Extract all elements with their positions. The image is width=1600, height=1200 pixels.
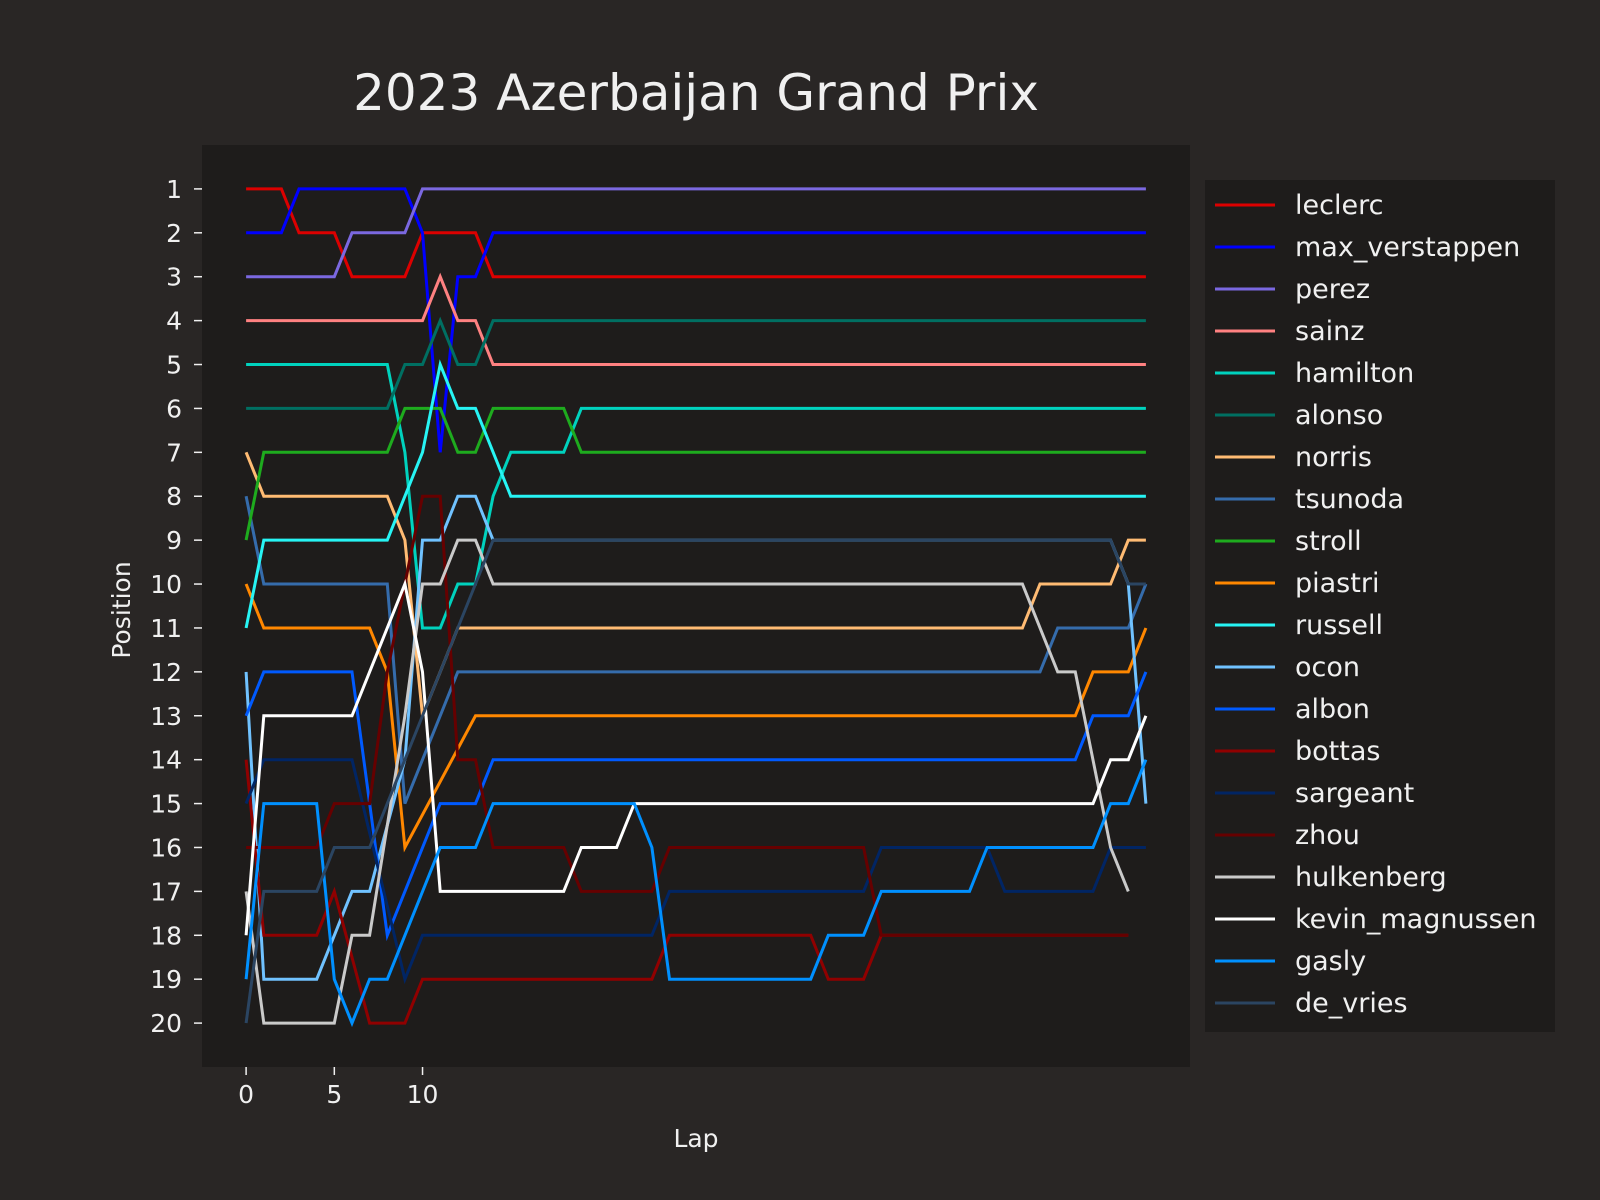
y-tick-label: 1: [166, 175, 182, 204]
legend-label: albon: [1295, 694, 1370, 725]
y-tick-label: 5: [166, 351, 182, 380]
series-line-albon: [244, 670, 1148, 942]
series-line-kevin-magnussen: [244, 578, 1148, 936]
series-line-perez: [246, 187, 1146, 279]
legend-item-perez: perez: [1215, 274, 1370, 305]
x-tick-label: 0: [238, 1080, 254, 1109]
x-axis-ticks: 0 5 10: [238, 1067, 438, 1109]
legend-label: tsunoda: [1295, 484, 1404, 515]
legend-label: gasly: [1295, 946, 1366, 977]
legend-label: kevin_magnussen: [1295, 904, 1536, 935]
legend-item-bottas: bottas: [1215, 736, 1380, 767]
series-line-hamilton: [246, 363, 1146, 630]
legend-item-sargeant: sargeant: [1215, 778, 1414, 809]
plot-area: [202, 145, 1190, 1067]
legend-item-ocon: ocon: [1215, 652, 1360, 683]
series-line-bottas: [244, 759, 1129, 1025]
legend-item-gasly: gasly: [1215, 946, 1366, 977]
y-tick-label: 17: [150, 877, 182, 906]
chart-title: 2023 Azerbaijan Grand Prix: [353, 64, 1039, 122]
y-tick-label: 15: [150, 790, 182, 819]
legend-item-zhou: zhou: [1215, 820, 1360, 851]
series-line-piastri: [244, 583, 1148, 853]
legend-label: bottas: [1295, 736, 1380, 767]
y-tick-label: 11: [150, 614, 182, 643]
legend-item-sainz: sainz: [1215, 316, 1364, 347]
x-axis-label: Lap: [673, 1124, 718, 1153]
legend-label: norris: [1295, 442, 1372, 473]
legend-item-kevin-magnussen: kevin_magnussen: [1215, 904, 1536, 935]
legend-label: perez: [1295, 274, 1370, 305]
series-layer: [244, 187, 1148, 1028]
y-tick-label: 14: [150, 746, 182, 775]
legend-label: sargeant: [1295, 778, 1414, 809]
y-axis-label: Position: [107, 561, 136, 658]
legend-label: russell: [1295, 610, 1383, 641]
legend-label: max_verstappen: [1295, 232, 1520, 263]
legend-item-alonso: alonso: [1215, 400, 1383, 431]
legend-label: hamilton: [1295, 358, 1414, 389]
legend-label: alonso: [1295, 400, 1383, 431]
y-tick-label: 20: [150, 1009, 182, 1038]
series-line-de-vries: [244, 538, 1146, 1024]
series-line-tsunoda: [244, 495, 1148, 805]
legend-item-russell: russell: [1215, 610, 1383, 641]
legend-label: ocon: [1295, 652, 1360, 683]
series-line-stroll: [244, 406, 1146, 541]
legend-label: stroll: [1295, 526, 1362, 557]
series-line-russell: [244, 359, 1146, 629]
legend-item-hamilton: hamilton: [1215, 358, 1414, 389]
series-line-gasly: [244, 759, 1148, 1028]
legend-label: piastri: [1295, 568, 1379, 599]
y-tick-label: 3: [166, 263, 182, 292]
x-tick-label: 10: [407, 1080, 439, 1109]
series-line-sainz: [246, 272, 1146, 366]
x-tick-label: 5: [326, 1080, 342, 1109]
series-line-alonso: [246, 316, 1146, 410]
y-tick-label: 6: [166, 394, 182, 423]
series-line-hulkenberg: [244, 538, 1130, 1025]
legend-item-albon: albon: [1215, 694, 1370, 725]
legend-item-piastri: piastri: [1215, 568, 1379, 599]
legend-item-max-verstappen: max_verstappen: [1215, 232, 1520, 263]
legend-item-de-vries: de_vries: [1215, 988, 1408, 1019]
y-tick-label: 4: [166, 307, 182, 336]
y-tick-label: 9: [166, 526, 182, 555]
y-tick-label: 10: [150, 570, 182, 599]
y-tick-label: 19: [150, 965, 182, 994]
legend-label: leclerc: [1295, 190, 1383, 221]
y-tick-label: 16: [150, 833, 182, 862]
legend-item-hulkenberg: hulkenberg: [1215, 862, 1447, 893]
legend-label: zhou: [1295, 820, 1360, 851]
legend-item-leclerc: leclerc: [1215, 190, 1383, 221]
y-tick-label: 13: [150, 702, 182, 731]
legend-label: sainz: [1295, 316, 1364, 347]
legend-box: [1205, 180, 1555, 1032]
legend-item-stroll: stroll: [1215, 526, 1362, 557]
y-tick-label: 8: [166, 482, 182, 511]
y-tick-label: 18: [150, 921, 182, 950]
legend-label: hulkenberg: [1295, 862, 1447, 893]
legend-item-tsunoda: tsunoda: [1215, 484, 1404, 515]
y-tick-label: 2: [166, 219, 182, 248]
series-line-sargeant: [244, 758, 1146, 985]
legend-label: de_vries: [1295, 988, 1408, 1019]
legend-item-norris: norris: [1215, 442, 1372, 473]
series-line-zhou: [246, 494, 1129, 937]
y-tick-label: 7: [166, 438, 182, 467]
y-tick-label: 12: [150, 658, 182, 687]
